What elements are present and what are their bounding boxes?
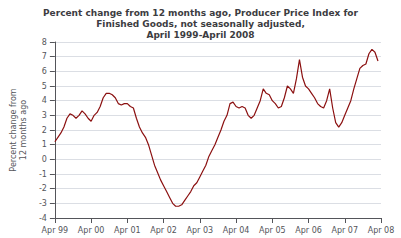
svg-text:-3: -3 (39, 199, 47, 208)
svg-text:6: 6 (42, 67, 47, 76)
svg-text:12 months ago: 12 months ago (19, 100, 28, 160)
svg-text:Apr 00: Apr 00 (78, 226, 105, 235)
svg-text:Percent change from 12 months: Percent change from 12 months ago, Produ… (43, 8, 359, 18)
svg-text:Apr 03: Apr 03 (187, 226, 214, 235)
svg-text:Apr 05: Apr 05 (259, 226, 286, 235)
svg-text:0: 0 (42, 155, 47, 164)
svg-text:Apr 01: Apr 01 (114, 226, 141, 235)
svg-text:1: 1 (42, 140, 47, 149)
svg-text:5: 5 (42, 82, 47, 91)
svg-text:Percent change from: Percent change from (9, 88, 18, 171)
svg-text:April 1999-April 2008: April 1999-April 2008 (146, 30, 254, 40)
svg-text:7: 7 (42, 52, 47, 61)
svg-text:-4: -4 (39, 214, 47, 223)
svg-text:3: 3 (42, 111, 47, 120)
svg-text:-1: -1 (39, 170, 47, 179)
svg-text:Apr 02: Apr 02 (150, 226, 177, 235)
svg-text:4: 4 (42, 96, 47, 105)
svg-text:2: 2 (42, 126, 47, 135)
svg-text:Apr 06: Apr 06 (295, 226, 322, 235)
svg-text:Apr 04: Apr 04 (223, 226, 250, 235)
svg-text:Apr 99: Apr 99 (42, 226, 69, 235)
svg-text:Apr 08: Apr 08 (368, 226, 395, 235)
svg-text:Apr 07: Apr 07 (331, 226, 358, 235)
svg-text:Finished Goods, not seasonally: Finished Goods, not seasonally adjusted, (96, 19, 305, 29)
svg-text:8: 8 (42, 38, 47, 47)
svg-text:-2: -2 (39, 184, 47, 193)
